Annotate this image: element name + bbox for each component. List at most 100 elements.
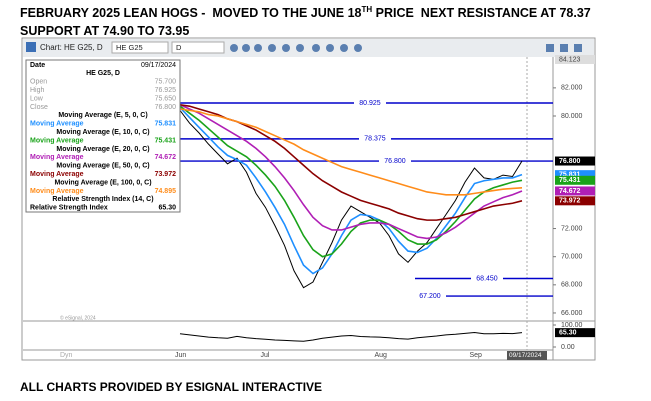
toolbar-icons[interactable] — [230, 44, 582, 52]
info-value: 65.30 — [158, 205, 176, 212]
tool-icon[interactable] — [254, 44, 262, 52]
rsi-name: Relative Strength Index (14, C) — [52, 196, 153, 203]
value-box — [555, 170, 595, 180]
tool-icon[interactable] — [282, 44, 290, 52]
y-tick-label: 80.000 — [561, 113, 583, 120]
tool-icon[interactable] — [242, 44, 250, 52]
x-tick-label: Sep — [470, 352, 483, 359]
info-label: Moving Average — [30, 171, 84, 178]
info-value: 76.800 — [155, 104, 177, 111]
ma-name: Moving Average (E, 50, 0, C) — [56, 163, 149, 170]
series-line — [179, 104, 523, 240]
info-value: 75.650 — [155, 95, 177, 102]
level-label-bg — [354, 98, 386, 107]
tool-icon[interactable] — [326, 44, 334, 52]
y-tick-label: 100.00 — [561, 322, 583, 329]
ma-name: Moving Average (E, 5, 0, C) — [58, 112, 147, 119]
ma-name: Moving Average (E, 100, 0, C) — [54, 179, 151, 186]
y-tick-label: 0.00 — [561, 344, 575, 351]
info-label: Moving Average — [30, 188, 84, 195]
y-tick-label: 70.000 — [561, 254, 583, 261]
app-icon — [26, 42, 36, 52]
info-label: Relative Strength Index — [30, 205, 108, 212]
value-box — [555, 328, 595, 338]
toolbar-symbol[interactable]: HE G25 — [116, 43, 143, 52]
level-label-bg — [471, 274, 503, 283]
info-panel-box — [25, 59, 181, 213]
price-box-label: 76.800 — [559, 158, 581, 165]
dyn-label: Dyn — [60, 352, 73, 359]
value-box-label: 75.831 — [559, 172, 581, 179]
tool-icon[interactable] — [340, 44, 348, 52]
date-box — [507, 351, 547, 360]
ma-name: Moving Average (E, 20, 0, C) — [56, 146, 149, 153]
info-label: Moving Average — [30, 137, 84, 144]
info-value: 75.431 — [155, 137, 177, 144]
info-value: 76.925 — [155, 87, 177, 94]
interval-box[interactable] — [171, 41, 225, 54]
info-label: High — [30, 87, 45, 94]
info-panel: Date 09/17/2024 HE G25, D Open 75.700 High 76.… — [25, 59, 181, 213]
tool-icon[interactable] — [354, 44, 362, 52]
toolbar-interval[interactable]: D — [176, 43, 182, 52]
watermark: © eSignal, 2024 — [60, 314, 96, 321]
info-label: Close — [30, 104, 48, 111]
axis-top-box — [555, 55, 595, 64]
tool-icon[interactable] — [268, 44, 276, 52]
level-label: 67.200 — [419, 293, 441, 300]
y-tick-label: 72.000 — [561, 225, 583, 232]
info-label: Open — [30, 79, 47, 86]
axis-top-label: 84.123 — [559, 56, 581, 63]
page-title: FEBRUARY 2025 LEAN HOGS - MOVED TO THE J… — [20, 4, 645, 40]
tool-icon[interactable] — [312, 44, 320, 52]
info-value: 75.700 — [155, 79, 177, 86]
value-box — [555, 196, 595, 206]
info-label: Moving Average — [30, 154, 84, 161]
level-label: 80.925 — [359, 100, 381, 107]
window-button[interactable] — [560, 44, 568, 52]
level-label: 68.450 — [476, 275, 498, 282]
info-value: 09/17/2024 — [141, 62, 176, 69]
info-label: Low — [30, 95, 44, 102]
tool-icon[interactable] — [296, 44, 304, 52]
level-label-bg — [379, 157, 411, 166]
x-tick-label: Jul — [261, 352, 270, 359]
footer: ALL CHARTS PROVIDED BY ESIGNAL INTERACTI… — [20, 380, 323, 394]
title-part: PRICE NEXT RESISTANCE AT 78.37 SUPPORT A… — [20, 6, 598, 38]
series-line — [179, 105, 523, 258]
ma-name: Moving Average (E, 10, 0, C) — [56, 129, 149, 136]
window-button[interactable] — [574, 44, 582, 52]
x-tick-label: Aug — [375, 352, 388, 359]
toolbar-title: Chart: HE G25, D — [40, 43, 103, 52]
y-tick-label: 66.000 — [561, 310, 583, 317]
info-value: 74.672 — [155, 154, 177, 161]
level-label-bg — [359, 134, 391, 143]
value-box-label: 74.672 — [559, 188, 581, 195]
value-box-label: 73.972 — [559, 198, 581, 205]
value-box — [555, 175, 595, 185]
series-line — [179, 108, 523, 196]
info-value: 73.972 — [155, 171, 177, 178]
y-tick-label: 82.000 — [561, 85, 583, 92]
info-value: 75.831 — [155, 121, 177, 128]
level-label: 76.800 — [384, 158, 406, 165]
series-line — [179, 110, 523, 289]
plot: 66.000 68.000 70.000 72.000 80.000 82.000 Jun J… — [175, 55, 595, 360]
info-value: 74.895 — [155, 188, 177, 195]
symbol-box[interactable] — [111, 41, 169, 54]
series-line — [179, 331, 523, 342]
series-line — [179, 107, 523, 275]
window-button[interactable] — [546, 44, 554, 52]
x-tick-label: Jun — [175, 352, 186, 359]
level-label: 78.375 — [364, 136, 386, 143]
title-part: FEBRUARY 2025 LEAN HOGS - MOVED TO THE J… — [20, 6, 362, 20]
title-sup: TH — [361, 4, 373, 14]
value-box — [555, 186, 595, 196]
info-symbol: HE G25, D — [86, 70, 120, 77]
value-box-label: 65.30 — [559, 329, 577, 336]
tool-icon[interactable] — [230, 44, 238, 52]
value-box-label: 75.431 — [559, 177, 581, 184]
date-box-label: 09/17/2024 — [509, 352, 542, 359]
